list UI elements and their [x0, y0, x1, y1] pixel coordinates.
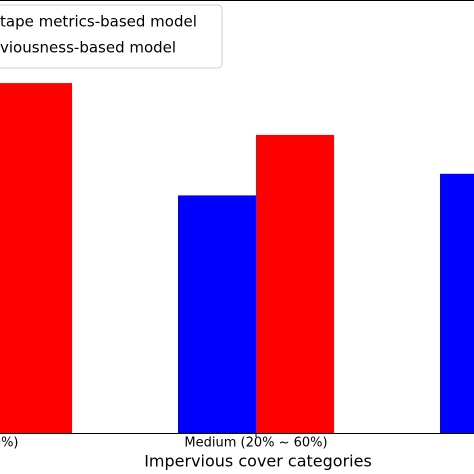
x-tick-label: ~ 20%) [0, 436, 19, 451]
x-axis-label: Impervious cover categories [144, 452, 372, 471]
bar [0, 83, 72, 433]
bar [256, 134, 334, 434]
bar [440, 173, 474, 434]
legend-label: viousness-based model [0, 39, 176, 57]
bar [178, 195, 256, 433]
legend-label: tape metrics-based model [0, 13, 197, 31]
legend-box [0, 4, 223, 69]
x-tick-label: Medium (20% ~ 60%) [184, 436, 327, 451]
